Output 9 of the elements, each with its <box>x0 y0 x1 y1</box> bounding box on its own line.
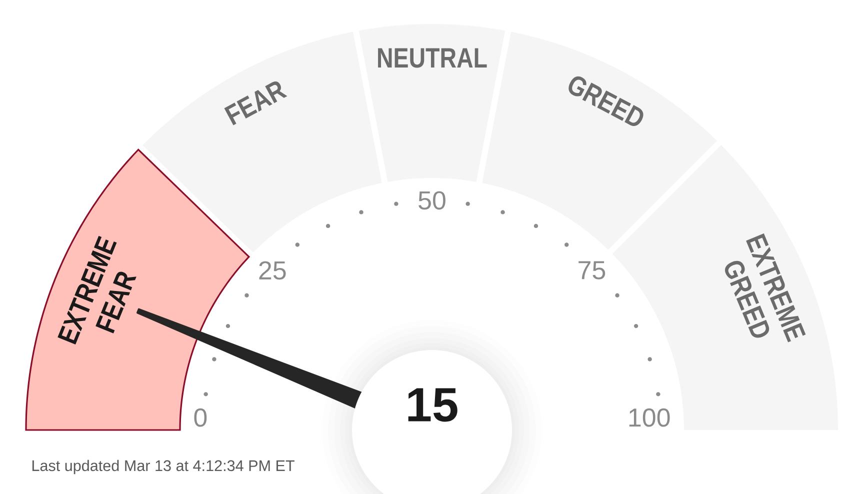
text: Last updated Mar 13 at 4:12:34 PM ET <box>32 460 294 474</box>
slice-label: FEAR <box>224 81 288 126</box>
text: 75 <box>578 261 606 280</box>
text: 0 <box>194 408 207 427</box>
text: 25 <box>259 261 286 280</box>
text: 100 <box>629 408 670 427</box>
slice-label: NEUTRAL <box>378 48 487 68</box>
text: 15 <box>408 388 458 422</box>
text: 50 <box>418 191 446 210</box>
